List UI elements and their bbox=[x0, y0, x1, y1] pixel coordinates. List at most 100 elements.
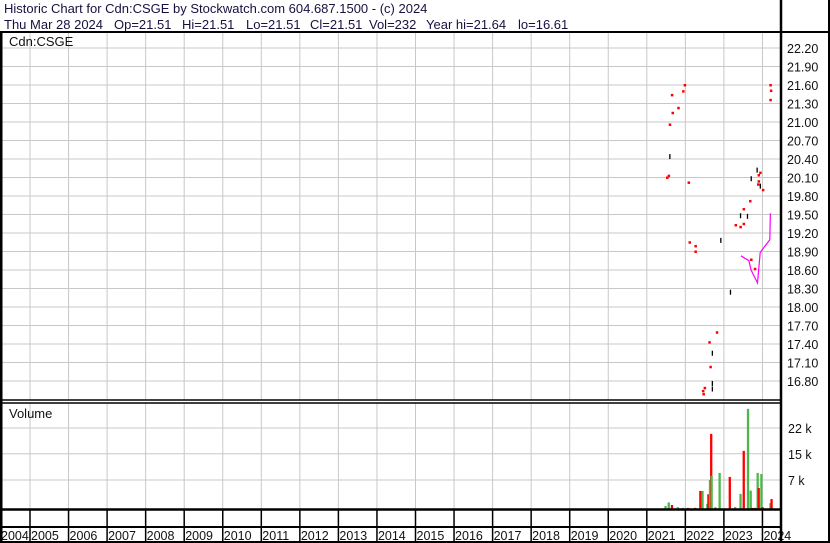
quote-low: Lo=21.51 bbox=[246, 17, 301, 32]
price-point bbox=[769, 84, 772, 87]
price-point bbox=[677, 106, 680, 110]
price-point bbox=[756, 167, 758, 173]
price-point bbox=[671, 111, 674, 115]
price-tick-label: 22.20 bbox=[787, 42, 818, 56]
year-label: 2020 bbox=[609, 529, 637, 543]
volume-bar bbox=[742, 450, 745, 509]
price-point bbox=[759, 183, 761, 189]
volume-tick-label: 7 k bbox=[788, 474, 805, 488]
year-label: 2007 bbox=[108, 529, 136, 543]
quote-open: Op=21.51 bbox=[114, 17, 171, 32]
price-point bbox=[759, 171, 762, 175]
price-point bbox=[694, 250, 697, 253]
price-point bbox=[670, 93, 674, 97]
quote-year-low: lo=16.61 bbox=[518, 17, 568, 32]
volume-bar bbox=[701, 490, 704, 509]
price-tick-label: 17.40 bbox=[787, 338, 818, 352]
year-label: 2024 bbox=[763, 529, 791, 543]
price-tick-label: 17.10 bbox=[787, 357, 818, 371]
year-label: 2005 bbox=[31, 529, 59, 543]
price-point bbox=[709, 365, 712, 369]
price-tick-label: 20.40 bbox=[787, 153, 818, 167]
price-point bbox=[708, 341, 711, 344]
price-point bbox=[702, 392, 705, 396]
year-label: 2010 bbox=[224, 529, 252, 543]
price-point bbox=[739, 225, 742, 229]
volume-bar bbox=[760, 474, 763, 509]
year-label: 2016 bbox=[455, 529, 483, 543]
price-point bbox=[694, 244, 697, 248]
price-tick-label: 20.70 bbox=[787, 135, 818, 149]
quote-volume: Vol=232 bbox=[369, 17, 416, 32]
price-tick-label: 21.60 bbox=[787, 79, 818, 93]
year-label: 2008 bbox=[147, 529, 175, 543]
price-point bbox=[757, 180, 761, 183]
volume-tick-label: 22 k bbox=[788, 422, 812, 436]
year-label: 2006 bbox=[70, 529, 98, 543]
volume-label: Volume bbox=[9, 406, 52, 421]
price-point bbox=[761, 188, 765, 192]
quote-close: Cl=21.51 bbox=[310, 17, 362, 32]
price-tick-label: 18.00 bbox=[787, 301, 818, 315]
price-tick-label: 20.10 bbox=[787, 172, 818, 186]
year-label: 2018 bbox=[532, 529, 560, 543]
volume-tick-label: 15 k bbox=[788, 448, 812, 462]
price-point bbox=[769, 98, 772, 102]
volume-bar bbox=[707, 494, 710, 509]
volume-bar bbox=[757, 488, 760, 509]
price-point bbox=[688, 241, 692, 244]
volume-bar bbox=[734, 507, 737, 509]
price-point bbox=[742, 207, 746, 211]
price-tick-label: 21.90 bbox=[787, 61, 818, 75]
grid-lines bbox=[2, 32, 780, 509]
quote-year-high: Year hi=21.64 bbox=[426, 17, 506, 32]
price-tick-label: 19.20 bbox=[787, 227, 818, 241]
price-point bbox=[753, 267, 757, 271]
volume-bar bbox=[670, 504, 674, 509]
quote-line: Thu Mar 28 2024 Op=21.51 Hi=21.51 Lo=21.… bbox=[4, 17, 568, 32]
axis-labels: 22.20 21.90 21.60 21.30 21.00 20.70 20.40 20.10… bbox=[1, 42, 818, 543]
price-point bbox=[683, 84, 687, 87]
year-label: 2012 bbox=[301, 529, 329, 543]
price-tick-label: 18.60 bbox=[787, 264, 818, 278]
price-tick-label: 19.80 bbox=[787, 190, 818, 204]
year-label: 2011 bbox=[262, 529, 289, 543]
price-point bbox=[711, 386, 714, 392]
year-label: 2009 bbox=[185, 529, 213, 543]
chart-marks bbox=[664, 84, 773, 509]
volume-bar bbox=[699, 490, 702, 509]
price-point bbox=[669, 154, 671, 160]
volume-bar bbox=[749, 490, 752, 509]
volume-bar bbox=[710, 475, 713, 509]
price-point bbox=[746, 213, 749, 219]
quote-high: Hi=21.51 bbox=[182, 17, 234, 32]
volume-bar bbox=[714, 507, 717, 509]
volume-bar bbox=[664, 506, 667, 509]
volume-bar bbox=[708, 479, 712, 509]
price-point bbox=[739, 213, 742, 219]
year-label: 2023 bbox=[725, 529, 753, 543]
symbol-label: Cdn:CSGE bbox=[9, 34, 74, 49]
price-point bbox=[715, 331, 719, 334]
volume-bar bbox=[728, 476, 731, 509]
price-point bbox=[701, 389, 705, 393]
price-point bbox=[729, 289, 732, 295]
price-point bbox=[750, 176, 752, 182]
price-point bbox=[682, 90, 685, 93]
year-label: 2022 bbox=[686, 529, 714, 543]
price-tick-label: 17.70 bbox=[787, 320, 818, 334]
price-point bbox=[757, 183, 760, 186]
quote-date: Thu Mar 28 2024 bbox=[4, 17, 103, 32]
volume-bar bbox=[710, 433, 713, 509]
year-label: 2017 bbox=[494, 529, 522, 543]
price-tick-label: 18.30 bbox=[787, 283, 818, 297]
price-point bbox=[720, 237, 722, 243]
year-label: 2014 bbox=[378, 529, 406, 543]
chart-title: Historic Chart for Cdn:CSGE by Stockwatc… bbox=[4, 1, 427, 16]
price-point bbox=[742, 222, 746, 226]
year-label: 2019 bbox=[571, 529, 599, 543]
volume-bar bbox=[770, 499, 773, 509]
price-point bbox=[711, 350, 714, 356]
